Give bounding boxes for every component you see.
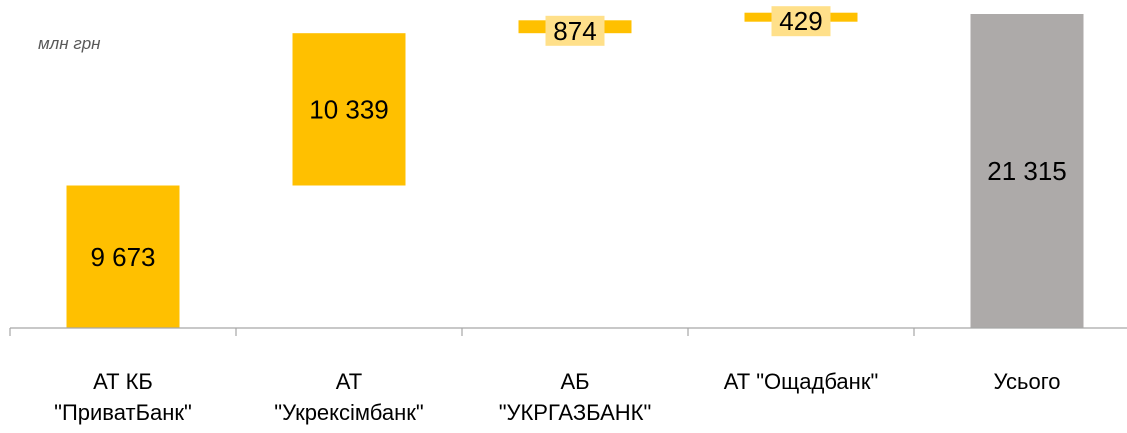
value-label: 10 339 <box>309 94 389 124</box>
category-label: АТ "Ощадбанк" <box>724 369 879 394</box>
category-label: АБ <box>560 369 589 394</box>
bar-bank <box>66 185 180 328</box>
value-label-box <box>771 6 831 37</box>
x-axis <box>9 327 1127 336</box>
category-label: "Укрексімбанк" <box>274 400 423 425</box>
bar-bank <box>292 33 406 186</box>
unit-label: млн грн <box>38 34 101 53</box>
value-label: 21 315 <box>987 156 1067 186</box>
category-label: Усього <box>994 369 1061 394</box>
category-label: АТ <box>336 369 362 394</box>
value-label-box <box>545 15 605 46</box>
value-label: 9 673 <box>90 242 155 272</box>
category-label: АТ КБ <box>93 369 153 394</box>
labels-layer: 9 673 АТ КБ "ПриватБанк" 10 339 АТ "Укрексімб… <box>54 6 1067 425</box>
bar-total <box>970 14 1084 328</box>
category-label: "ПриватБанк" <box>54 400 192 425</box>
value-label: 874 <box>553 16 596 46</box>
category-label: "УКРГАЗБАНК" <box>499 400 652 425</box>
value-label: 429 <box>779 6 822 36</box>
bars-layer <box>66 12 1084 328</box>
